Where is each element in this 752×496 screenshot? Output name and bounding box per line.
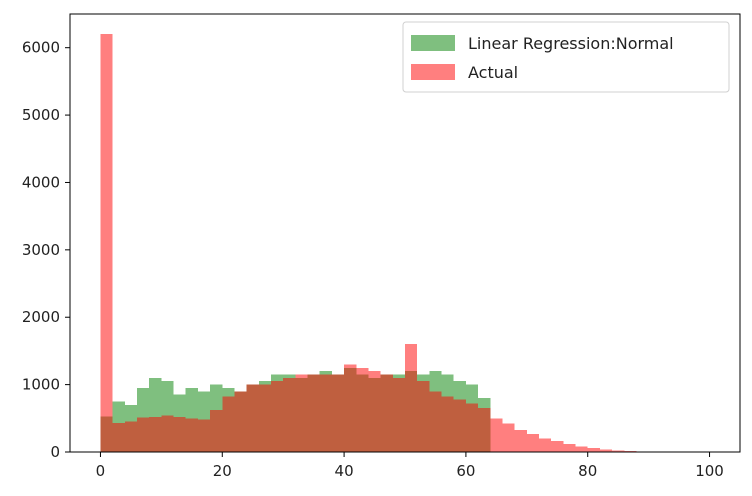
histogram-bar bbox=[222, 396, 235, 452]
histogram-bar bbox=[405, 344, 418, 452]
histogram-bar bbox=[319, 374, 332, 452]
x-tick-label: 60 bbox=[456, 462, 475, 480]
y-tick-label: 6000 bbox=[22, 39, 60, 57]
bars-layer bbox=[100, 34, 649, 452]
x-tick-label: 100 bbox=[695, 462, 724, 480]
histogram-bar bbox=[563, 443, 576, 452]
histogram-bar bbox=[429, 391, 442, 452]
histogram-bar bbox=[490, 418, 503, 452]
histogram-bar bbox=[465, 403, 479, 452]
histogram-bar bbox=[283, 377, 296, 452]
histogram-bar bbox=[380, 374, 393, 452]
y-tick-label: 3000 bbox=[22, 241, 60, 259]
histogram-bar bbox=[307, 374, 320, 452]
histogram-bar bbox=[185, 418, 198, 452]
y-tick-label: 4000 bbox=[22, 173, 60, 191]
legend-swatch-linear-regression bbox=[411, 35, 455, 51]
legend: Linear Regression:Normal Actual bbox=[402, 21, 730, 93]
histogram-bar bbox=[112, 423, 125, 452]
y-tick-label: 5000 bbox=[22, 106, 60, 124]
legend-box bbox=[402, 21, 730, 93]
histogram-bar bbox=[173, 416, 186, 452]
x-tick-label: 40 bbox=[335, 462, 354, 480]
plot-frame bbox=[69, 13, 741, 453]
histogram-bar bbox=[161, 415, 174, 452]
histogram-bar bbox=[344, 364, 357, 452]
y-tick-label: 1000 bbox=[22, 376, 60, 394]
histogram-bar bbox=[149, 416, 162, 452]
histogram-bar bbox=[539, 438, 552, 452]
histogram-bar bbox=[210, 410, 223, 452]
histogram-bar bbox=[575, 446, 588, 452]
histogram-bar bbox=[392, 377, 405, 452]
histogram-bar bbox=[587, 447, 600, 452]
y-tick-label: 2000 bbox=[22, 308, 60, 326]
histogram-bar bbox=[441, 396, 454, 452]
histogram-bar bbox=[514, 429, 527, 452]
histogram-bar bbox=[526, 433, 539, 452]
histogram-bar bbox=[137, 417, 150, 452]
histogram-bar bbox=[478, 408, 491, 452]
histogram-bar bbox=[331, 374, 345, 452]
histogram-bar bbox=[271, 381, 284, 452]
histogram-bar bbox=[295, 374, 308, 452]
histogram-bar bbox=[100, 34, 113, 452]
y-tick-label: 0 bbox=[50, 443, 60, 461]
histogram-bar bbox=[599, 449, 613, 452]
histogram-bar bbox=[624, 450, 637, 452]
histogram-bar bbox=[417, 381, 430, 452]
histogram-bar bbox=[124, 421, 137, 452]
legend-swatch-actual bbox=[411, 64, 455, 80]
histogram-bar bbox=[368, 371, 381, 452]
series-1 bbox=[100, 34, 649, 452]
histogram-bar bbox=[502, 423, 515, 452]
histogram-bar bbox=[551, 441, 564, 452]
histogram-bar bbox=[258, 384, 271, 452]
histogram-bar bbox=[356, 367, 369, 452]
legend-label-linear-regression: Linear Regression:Normal bbox=[468, 34, 674, 53]
histogram-bar bbox=[453, 399, 466, 452]
x-tick-label: 80 bbox=[578, 462, 597, 480]
histogram-bar bbox=[246, 384, 259, 452]
histogram-bar bbox=[234, 391, 247, 452]
x-tick-label: 0 bbox=[96, 462, 106, 480]
histogram-bar bbox=[197, 419, 211, 452]
histogram-bar bbox=[612, 450, 625, 452]
legend-label-actual: Actual bbox=[468, 63, 518, 82]
x-tick-label: 20 bbox=[213, 462, 232, 480]
